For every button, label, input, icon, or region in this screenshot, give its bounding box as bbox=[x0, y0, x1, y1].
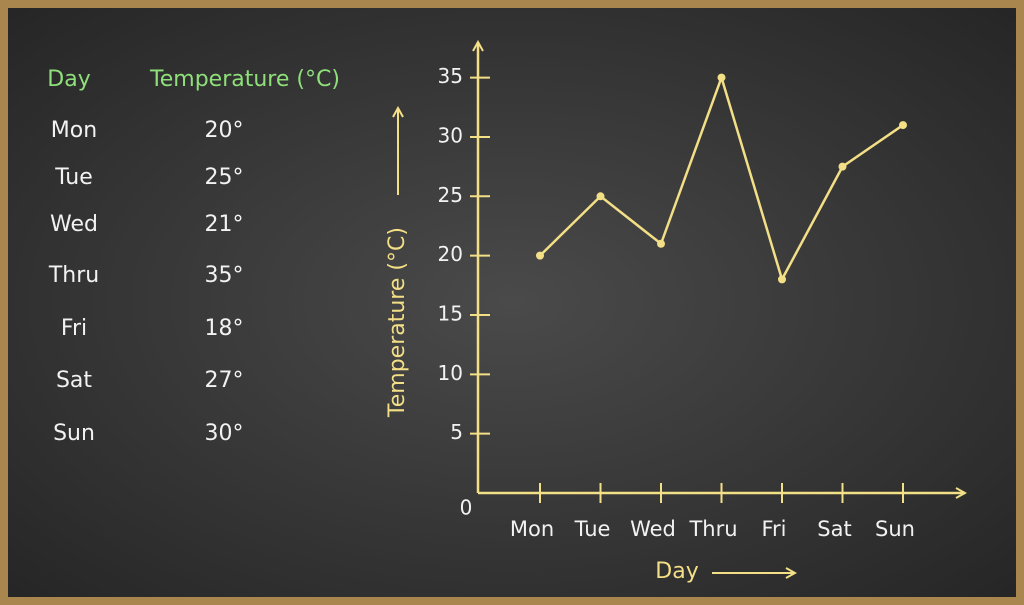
table-cell: 30° bbox=[205, 421, 244, 446]
data-point bbox=[536, 251, 544, 260]
table-cell: Fri bbox=[61, 316, 87, 341]
table-cell: 27° bbox=[205, 368, 244, 393]
y-tick-label: 25 bbox=[438, 183, 463, 207]
table-cell: Sat bbox=[56, 368, 92, 393]
x-tick-label: Sun bbox=[875, 517, 915, 541]
data-point bbox=[596, 192, 605, 201]
table-cell: Thru bbox=[48, 263, 99, 288]
x-tick-label: Sat bbox=[817, 517, 851, 541]
table-cell: Mon bbox=[51, 118, 97, 143]
table-cell: Sun bbox=[53, 421, 95, 446]
table-header: Temperature (°C) bbox=[149, 67, 340, 92]
y-tick-label: 35 bbox=[438, 64, 463, 88]
y-axis-label: Temperature (°C) bbox=[385, 227, 410, 418]
table-cell: Wed bbox=[50, 212, 98, 237]
data-point bbox=[838, 162, 847, 171]
chalkboard bbox=[8, 8, 1016, 597]
x-tick-label: Wed bbox=[630, 517, 676, 541]
table-cell: 35° bbox=[205, 263, 244, 288]
table-cell: 20° bbox=[205, 118, 244, 143]
x-tick-label: Tue bbox=[574, 517, 611, 541]
table-cell: Tue bbox=[54, 165, 93, 190]
y-tick-label: 15 bbox=[438, 301, 463, 325]
data-point bbox=[778, 275, 786, 284]
table-header: Day bbox=[47, 67, 90, 92]
table-cell: 21° bbox=[205, 212, 244, 237]
y-tick-label: 30 bbox=[438, 123, 463, 147]
table-cell: 25° bbox=[205, 165, 244, 190]
table-cell: 18° bbox=[205, 316, 244, 341]
y-tick-label: 0 bbox=[460, 496, 473, 520]
x-tick-label: Mon bbox=[510, 517, 554, 541]
data-point bbox=[899, 121, 907, 130]
y-tick-label: 10 bbox=[438, 361, 463, 385]
x-tick-label: Fri bbox=[761, 517, 786, 541]
x-tick-label: Thru bbox=[688, 517, 737, 541]
y-tick-label: 20 bbox=[438, 242, 463, 266]
y-tick-label: 5 bbox=[450, 420, 463, 444]
data-point bbox=[657, 239, 665, 248]
data-point bbox=[717, 73, 726, 82]
x-axis-label: Day bbox=[655, 559, 698, 584]
